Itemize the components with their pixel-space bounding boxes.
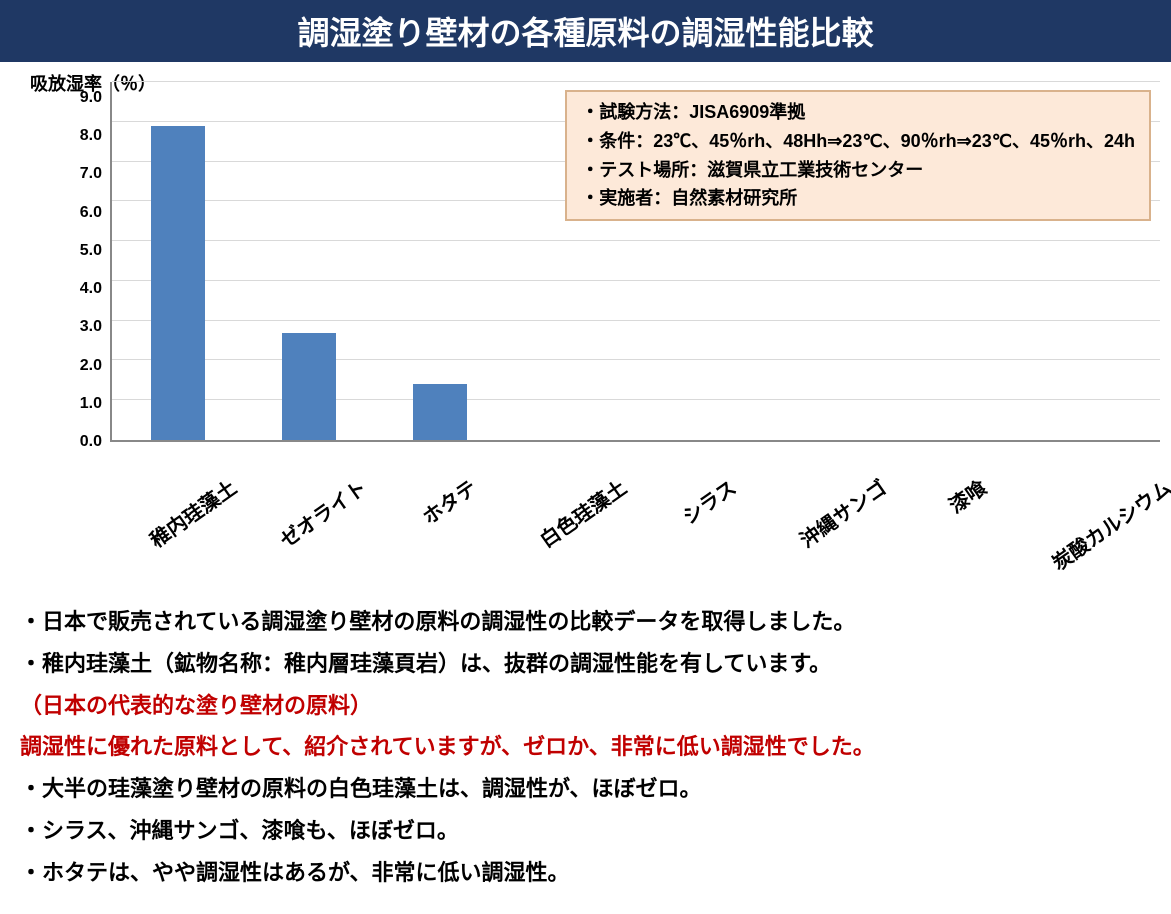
bar-slot bbox=[374, 82, 505, 440]
info-line: ・試験方法：JISA6909準拠 bbox=[581, 98, 1135, 127]
x-label-slot: ゼオライト bbox=[240, 452, 370, 481]
bar-slot bbox=[243, 82, 374, 440]
bar bbox=[282, 333, 336, 440]
x-label-slot: シラス bbox=[630, 452, 760, 481]
x-label-slot: 稚内珪藻土 bbox=[110, 452, 240, 481]
y-tick: 5.0 bbox=[80, 243, 102, 259]
x-label-slot: ホタテ bbox=[370, 452, 500, 481]
bar bbox=[413, 384, 467, 440]
info-line: ・条件：23℃、45％rh、48Hh⇒23℃、90％rh⇒23℃、45％rh、2… bbox=[581, 127, 1135, 156]
page: 調湿塗り壁材の各種原料の調湿性能比較 吸放湿率（％） 9.08.07.06.05… bbox=[0, 0, 1171, 914]
x-label-slot: 漆喰 bbox=[890, 452, 1020, 481]
chart-area: 吸放湿率（％） 9.08.07.06.05.04.03.02.01.00.0 稚… bbox=[0, 62, 1171, 491]
y-tick: 3.0 bbox=[80, 319, 102, 335]
bar bbox=[151, 126, 205, 440]
y-tick: 9.0 bbox=[80, 90, 102, 106]
y-tick: 6.0 bbox=[80, 205, 102, 221]
y-tick: 0.0 bbox=[80, 434, 102, 450]
bar-slot bbox=[112, 82, 243, 440]
y-tick: 1.0 bbox=[80, 396, 102, 412]
note-line: （日本の代表的な塗り壁材の原料） bbox=[20, 685, 1151, 727]
y-axis: 9.08.07.06.05.04.03.02.01.00.0 bbox=[70, 82, 110, 442]
note-line: 調湿性に優れた原料として、紹介されていますが、ゼロか、非常に低い調湿性でした。 bbox=[20, 726, 1151, 768]
y-tick: 4.0 bbox=[80, 281, 102, 297]
x-label-slot: 白色珪藻土 bbox=[500, 452, 630, 481]
note-line: ・シラス、沖縄サンゴ、漆喰も、ほぼゼロ。 bbox=[20, 810, 1151, 852]
test-info-box: ・試験方法：JISA6909準拠・条件：23℃、45％rh、48Hh⇒23℃、9… bbox=[565, 90, 1151, 221]
y-tick: 8.0 bbox=[80, 128, 102, 144]
x-label-slot: 炭酸カルシウム bbox=[1020, 452, 1160, 481]
y-tick: 2.0 bbox=[80, 358, 102, 374]
note-line: ・大半の珪藻塗り壁材の原料の白色珪藻土は、調湿性が、ほぼゼロ。 bbox=[20, 768, 1151, 810]
y-tick: 7.0 bbox=[80, 166, 102, 182]
x-label-slot: 沖縄サンゴ bbox=[760, 452, 890, 481]
notes-section: ・日本で販売されている調湿塗り壁材の原料の調湿性の比較データを取得しました。・稚… bbox=[0, 491, 1171, 914]
note-line: ・ホタテは、やや調湿性はあるが、非常に低い調湿性。 bbox=[20, 852, 1151, 894]
page-title: 調湿塗り壁材の各種原料の調湿性能比較 bbox=[0, 0, 1171, 62]
note-line: ・稚内珪藻土（鉱物名称：稚内層珪藻頁岩）は、抜群の調湿性能を有しています。 bbox=[20, 643, 1151, 685]
x-axis-labels: 稚内珪藻土ゼオライトホタテ白色珪藻土シラス沖縄サンゴ漆喰炭酸カルシウム bbox=[110, 452, 1160, 481]
info-line: ・実施者：自然素材研究所 bbox=[581, 184, 1135, 213]
info-line: ・テスト場所：滋賀県立工業技術センター bbox=[581, 156, 1135, 185]
note-line: ・日本で販売されている調湿塗り壁材の原料の調湿性の比較データを取得しました。 bbox=[20, 601, 1151, 643]
